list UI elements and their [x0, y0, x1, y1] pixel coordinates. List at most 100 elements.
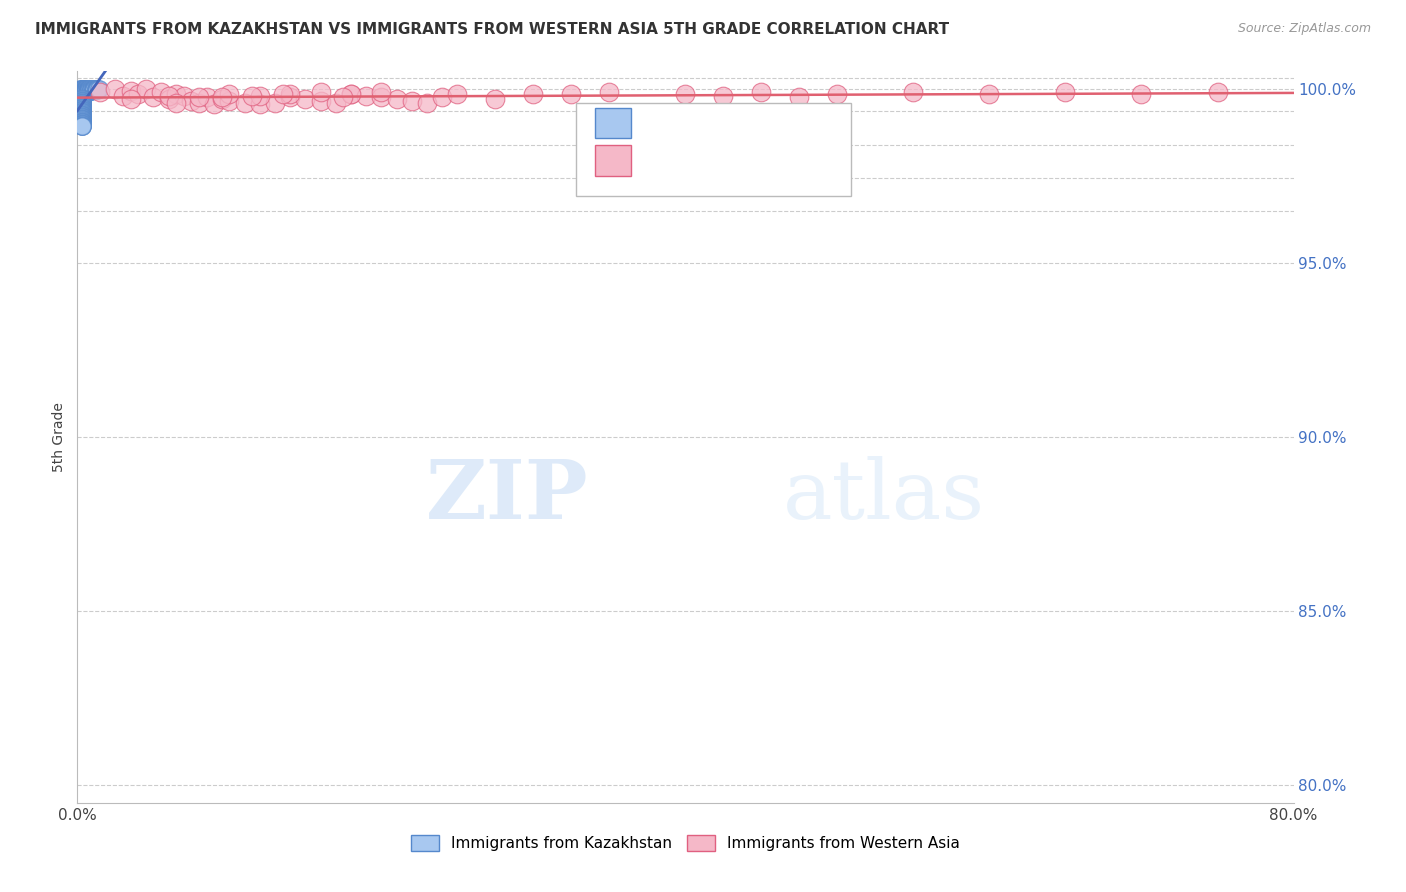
Point	[70, 95, 93, 110]
Point	[89, 85, 111, 99]
Point	[70, 97, 93, 112]
Point	[1130, 87, 1153, 101]
Y-axis label: 5th Grade: 5th Grade	[52, 402, 66, 472]
Point	[70, 95, 93, 109]
Point	[70, 94, 93, 108]
Point	[180, 94, 202, 108]
Point	[72, 82, 94, 96]
Point	[70, 96, 93, 111]
Point	[70, 103, 93, 117]
Point	[70, 107, 93, 121]
Point	[72, 86, 94, 100]
Point	[82, 83, 104, 97]
Point	[165, 95, 187, 110]
Text: ZIP: ZIP	[426, 456, 588, 535]
Point	[70, 114, 93, 128]
Point	[80, 82, 103, 96]
Point	[713, 88, 735, 103]
Point	[446, 87, 468, 101]
Point	[87, 82, 110, 96]
Point	[340, 87, 363, 101]
Point	[202, 97, 225, 112]
Point	[218, 94, 240, 108]
Text: IMMIGRANTS FROM KAZAKHSTAN VS IMMIGRANTS FROM WESTERN ASIA 5TH GRADE CORRELATION: IMMIGRANTS FROM KAZAKHSTAN VS IMMIGRANTS…	[35, 22, 949, 37]
Point	[70, 111, 93, 125]
Text: R =  0.509   N = 92: R = 0.509 N = 92	[640, 112, 801, 126]
Point	[249, 88, 271, 103]
Point	[70, 91, 93, 105]
Point	[70, 106, 93, 120]
Point	[211, 90, 233, 104]
Point	[73, 83, 96, 97]
Point	[385, 92, 408, 106]
Point	[73, 82, 96, 96]
Point	[195, 90, 218, 104]
Point	[309, 85, 332, 99]
Point	[188, 95, 211, 110]
Point	[70, 115, 93, 129]
Point	[675, 87, 697, 101]
Point	[249, 97, 271, 112]
Point	[79, 82, 101, 96]
Point	[70, 83, 93, 97]
Point	[70, 102, 93, 116]
Point	[70, 91, 93, 105]
Text: Source: ZipAtlas.com: Source: ZipAtlas.com	[1237, 22, 1371, 36]
Point	[80, 84, 103, 98]
Point	[73, 85, 96, 99]
Point	[70, 118, 93, 132]
Point	[79, 83, 101, 97]
Point	[70, 120, 93, 134]
Point	[70, 85, 93, 99]
Text: atlas: atlas	[783, 456, 984, 535]
Point	[69, 83, 91, 97]
Point	[354, 88, 377, 103]
Point	[70, 110, 93, 124]
Point	[142, 90, 165, 104]
Point	[70, 116, 93, 130]
Point	[70, 97, 93, 112]
Point	[401, 94, 423, 108]
Point	[73, 84, 96, 98]
Point	[70, 113, 93, 128]
Point	[560, 87, 582, 101]
Point	[70, 85, 93, 99]
Point	[432, 90, 454, 104]
Point	[120, 92, 142, 106]
Point	[1054, 85, 1077, 99]
Point	[325, 95, 347, 110]
Point	[1206, 85, 1229, 99]
Point	[79, 84, 101, 98]
Point	[598, 85, 620, 99]
Point	[271, 87, 294, 101]
Point	[309, 94, 332, 108]
Point	[70, 84, 93, 98]
Point	[70, 87, 93, 102]
Point	[264, 95, 287, 110]
Point	[70, 113, 93, 128]
Point	[370, 90, 392, 104]
Point	[149, 85, 172, 99]
Point	[104, 82, 127, 96]
Point	[188, 90, 211, 104]
Point	[70, 82, 93, 96]
Point	[70, 88, 93, 103]
Point	[86, 82, 108, 96]
Point	[157, 88, 180, 103]
Point	[70, 112, 93, 126]
Point	[70, 92, 93, 106]
Point	[903, 85, 925, 99]
Point	[70, 105, 93, 120]
Point	[294, 92, 316, 106]
Point	[340, 87, 363, 101]
Point	[70, 111, 93, 125]
Point	[72, 82, 94, 96]
Point	[70, 93, 93, 107]
Point	[80, 83, 103, 97]
Point	[70, 98, 93, 112]
Point	[75, 84, 97, 98]
Point	[70, 104, 93, 119]
Point	[70, 89, 93, 103]
Point	[127, 87, 149, 101]
Point	[120, 83, 142, 97]
